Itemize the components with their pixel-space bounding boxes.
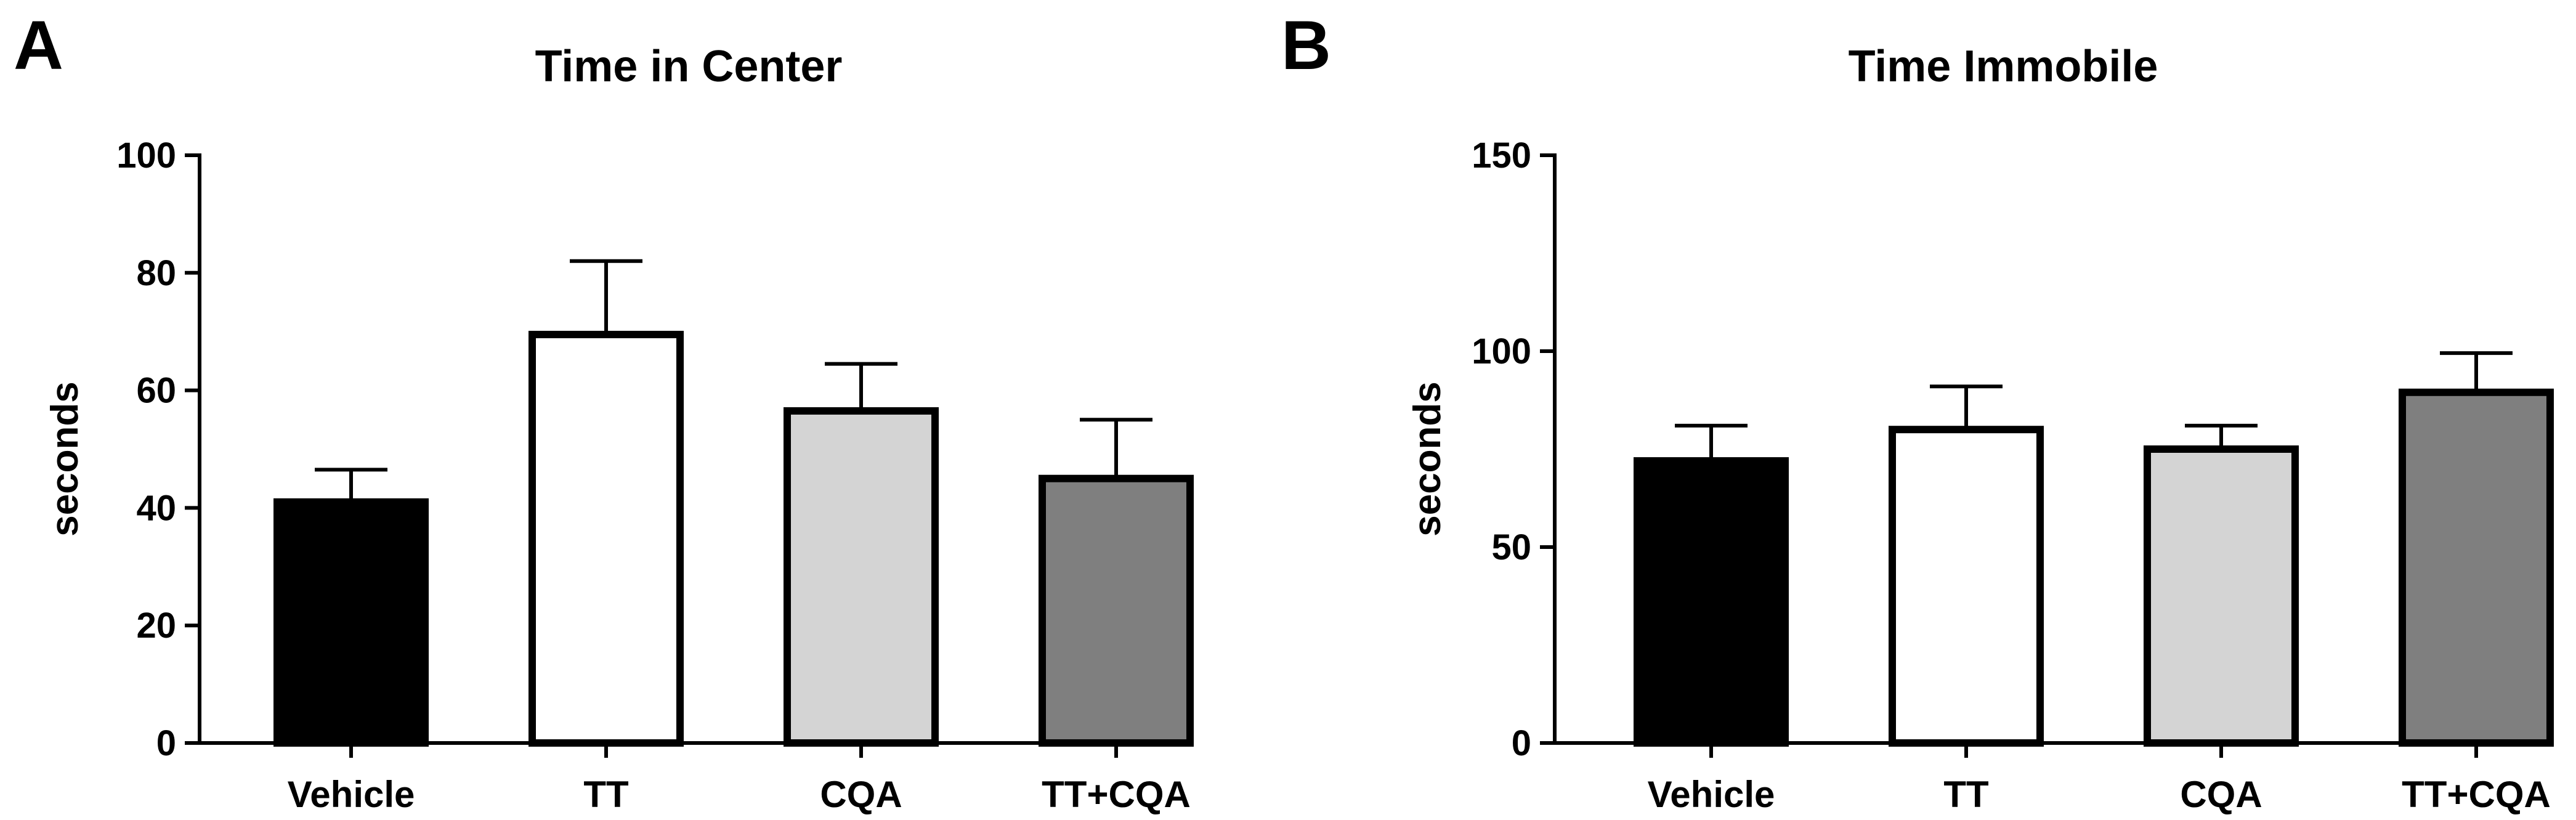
y-tick-label: 40 xyxy=(136,488,176,528)
y-tick-label: 60 xyxy=(136,371,176,411)
bar-cqa xyxy=(784,407,939,747)
bars-group xyxy=(1634,351,2554,747)
chart-title: Time in Center xyxy=(535,42,843,91)
y-axis-label: seconds xyxy=(44,381,86,537)
x-tick-label: TT xyxy=(1943,774,1988,815)
x-tick-label: CQA xyxy=(820,774,902,815)
bar-vehicle xyxy=(273,498,429,747)
y-tick-label: 20 xyxy=(136,606,176,646)
y-tick-label: 0 xyxy=(156,723,176,763)
chart-panel-b: B Time Immobile seconds Vehicle TT CQA TT+C… xyxy=(1281,7,2554,815)
bar-vehicle xyxy=(1634,457,1789,747)
axes-group: Vehicle TT CQA TT+CQA 0 50 100 150 xyxy=(1472,136,2551,815)
x-tick-label: TT+CQA xyxy=(2402,774,2551,815)
bar-cqa xyxy=(2144,445,2299,747)
panel-letter: B xyxy=(1281,7,1331,84)
y-tick-label: 100 xyxy=(116,136,176,176)
y-tick-label: 150 xyxy=(1472,136,1531,176)
axes-group: Vehicle TT CQA TT+CQA 0 20 40 60 80 100 xyxy=(116,136,1191,815)
bar-tt-cqa xyxy=(1039,474,1194,747)
x-tick-label: CQA xyxy=(2180,774,2262,815)
x-tick-label: TT+CQA xyxy=(1042,774,1191,815)
bars-group xyxy=(273,259,1194,747)
y-tick-label: 0 xyxy=(1512,723,1531,763)
bar-tt xyxy=(529,330,684,747)
chart-panel-a: A Time in Center seconds Vehicle TT CQA TT+… xyxy=(14,7,1194,815)
y-axis-label: seconds xyxy=(1406,381,1449,537)
x-tick-label: TT xyxy=(583,774,628,815)
x-tick-label: Vehicle xyxy=(288,774,415,815)
x-tick-label: Vehicle xyxy=(1648,774,1775,815)
y-tick-label: 50 xyxy=(1491,527,1531,567)
panel-letter: A xyxy=(14,7,63,84)
chart-title: Time Immobile xyxy=(1849,42,2158,91)
bar-tt xyxy=(1889,426,2044,747)
bar-tt-cqa xyxy=(2399,388,2554,747)
y-tick-label: 80 xyxy=(136,253,176,293)
y-tick-label: 100 xyxy=(1472,331,1531,371)
